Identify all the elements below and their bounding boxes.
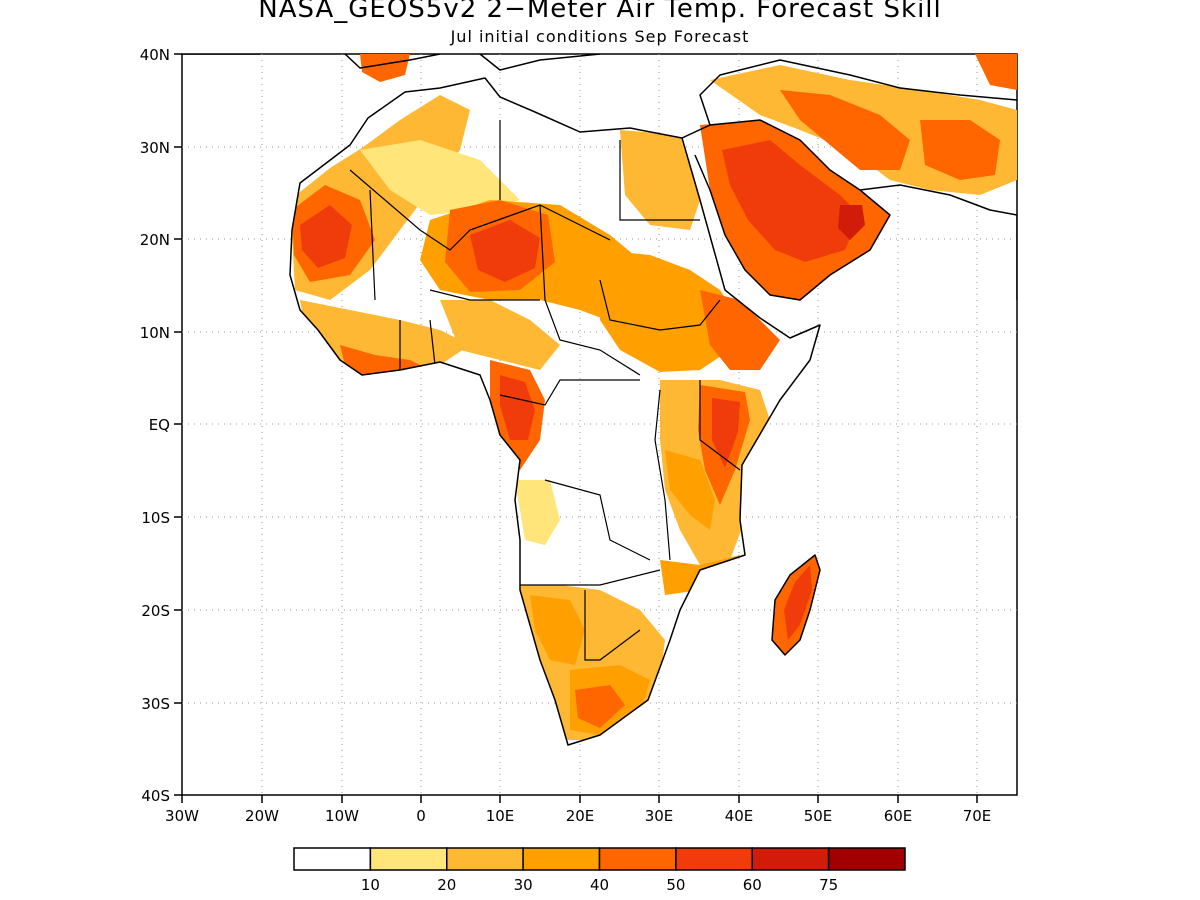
- skill-field: [290, 54, 1017, 740]
- skill-contour-med: [360, 54, 410, 82]
- skill-contour-cameroon-core: [500, 375, 535, 440]
- lat-tick-label: 30S: [141, 695, 170, 713]
- colorbar-swatch: [675, 847, 753, 871]
- skill-contour-arabia-peak: [838, 205, 865, 240]
- skill-contour-angola: [515, 480, 560, 545]
- colorbar-label: 75: [819, 876, 838, 894]
- lon-tick-label: 30E: [645, 807, 674, 825]
- skill-contour-sudan: [600, 250, 740, 372]
- skill-contour-kenya-core: [712, 398, 740, 468]
- colorbar-label: 30: [514, 876, 533, 894]
- colorbar-label: 50: [666, 876, 685, 894]
- skill-contour-namibia: [530, 595, 585, 665]
- lon-tick-label: 30W: [165, 807, 199, 825]
- lon-tick-label: 0: [416, 807, 426, 825]
- lat-tick-label: 20S: [141, 602, 170, 620]
- coastlines: [182, 54, 1017, 746]
- lon-tick-label: 40E: [725, 807, 754, 825]
- lon-tick-labels: 30W 20W 10W 0 10E 20E 30E 40E 50E 60E 70…: [165, 807, 991, 825]
- skill-contour-ne-corner: [975, 54, 1017, 90]
- lat-tick-label: 30N: [140, 139, 170, 157]
- colorbar-swatch: [827, 847, 906, 871]
- lon-tick-label: 20W: [245, 807, 279, 825]
- skill-contour-nigeria: [440, 300, 560, 370]
- colorbar-swatch: [522, 847, 601, 871]
- lat-tick-labels: 40N 30N 20N 10N EQ 10S 20S 30S 40S: [140, 46, 170, 805]
- lat-tick-label: 20N: [140, 231, 170, 249]
- lat-tick-label: 40N: [140, 46, 170, 64]
- colorbar-swatch: [369, 847, 448, 871]
- skill-contour-arabia-core: [722, 140, 860, 262]
- skill-contour-chad-core: [470, 220, 540, 282]
- lon-tick-label: 70E: [963, 807, 992, 825]
- colorbar-swatch: [751, 847, 830, 871]
- chart-subtitle: Jul initial conditions Sep Forecast: [450, 27, 750, 46]
- colorbar-swatch: [293, 847, 372, 871]
- lat-tick-label: 10S: [141, 509, 170, 527]
- colorbar-label: 40: [590, 876, 609, 894]
- colorbar: 10 20 30 40 50 60 75: [293, 847, 906, 894]
- colorbar-swatch: [598, 847, 677, 871]
- colorbar-label: 20: [437, 876, 456, 894]
- skill-contour-egypt: [620, 130, 700, 230]
- colorbar-label: 10: [361, 876, 380, 894]
- colorbar-label: 60: [743, 876, 762, 894]
- skill-contour-tanzania: [665, 450, 715, 530]
- lon-tick-label: 50E: [804, 807, 833, 825]
- lon-tick-label: 60E: [884, 807, 913, 825]
- skill-contour-safrica-core: [575, 685, 625, 728]
- skill-contour-ethiopia: [700, 290, 780, 370]
- lat-tick-label: 40S: [141, 787, 170, 805]
- lon-tick-label: 10E: [486, 807, 515, 825]
- tick-marks: [174, 53, 978, 803]
- lon-tick-label: 10W: [325, 807, 359, 825]
- skill-contour-iran-core: [780, 90, 910, 170]
- lat-tick-label: EQ: [149, 416, 170, 434]
- lat-tick-label: 10N: [140, 324, 170, 342]
- colorbar-swatch: [446, 847, 524, 871]
- skill-contour-mauritania-core: [300, 205, 352, 268]
- skill-contour-madagascar-core: [784, 565, 812, 640]
- chart-title: NASA_GEOS5v2 2−Meter Air Temp. Forecast …: [258, 0, 942, 24]
- skill-contour-pakistan: [920, 120, 1000, 180]
- lon-tick-label: 20E: [566, 807, 595, 825]
- skill-contour-sahara-central: [360, 140, 520, 215]
- skill-contour-westafrica: [300, 300, 470, 376]
- country-borders: [349, 120, 741, 661]
